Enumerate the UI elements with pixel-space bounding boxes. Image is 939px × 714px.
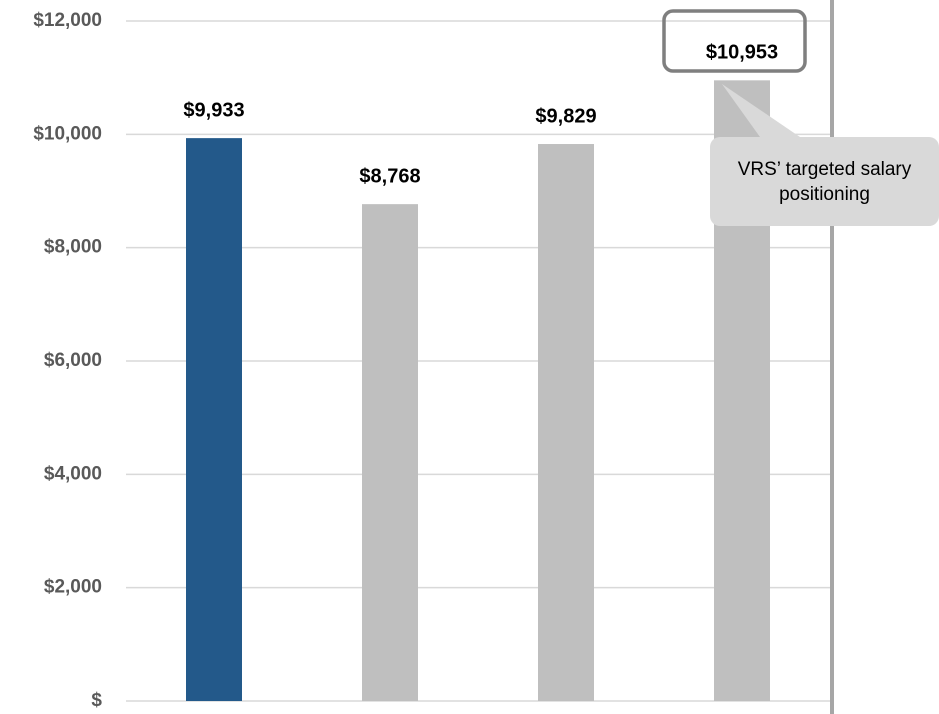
callout-box [710,137,939,226]
y-tick-label: $6,000 [44,350,102,371]
value-label: $8,768 [359,165,420,187]
y-tick-label: $4,000 [44,463,102,484]
value-label: $9,829 [535,105,596,127]
value-label: $10,953 [706,42,778,64]
value-label: $9,933 [183,99,244,121]
y-tick-label: $ [91,690,102,711]
y-tick-label: $12,000 [33,10,102,31]
bar [186,138,242,701]
annotation: VRS’ targeted salary positioning [737,159,912,205]
y-tick-label: $10,000 [33,123,102,144]
bar [362,204,418,701]
y-tick-label: $8,000 [44,237,102,258]
grid [126,20,830,702]
bar [538,144,594,702]
highlight-box [662,9,807,73]
callout-pointer [722,84,800,137]
y-tick-label: $2,000 [44,577,102,598]
bars [186,80,770,702]
